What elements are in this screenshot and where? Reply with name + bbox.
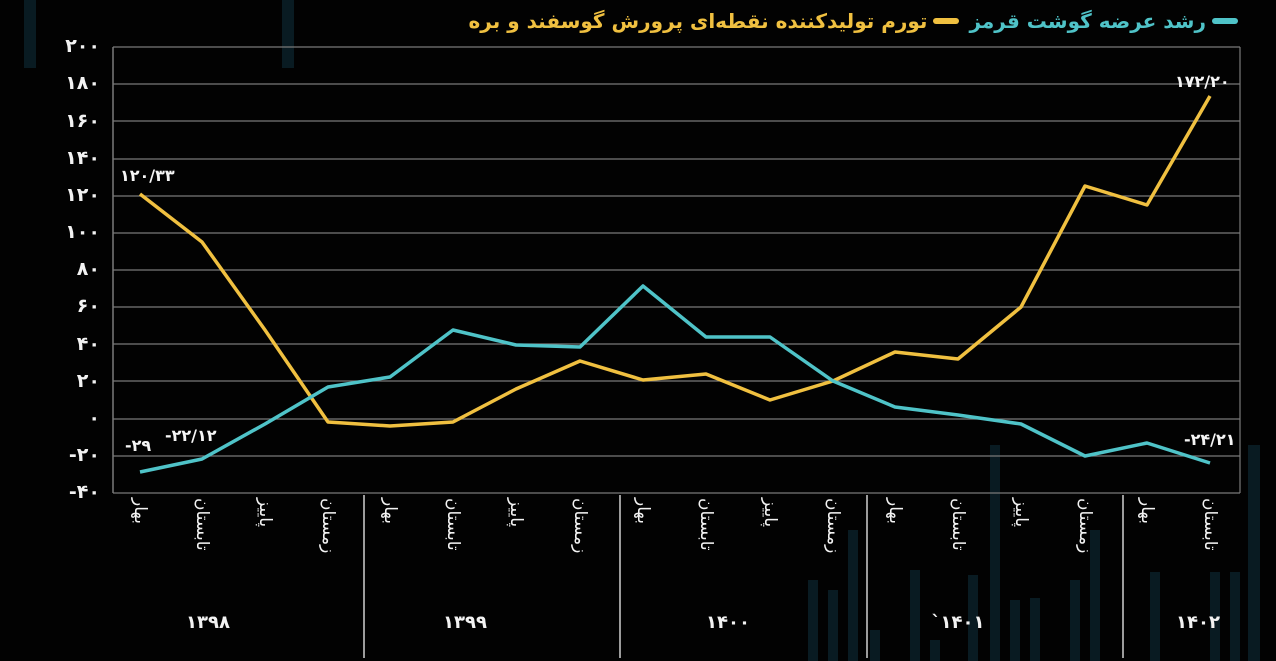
decorative-bar	[1210, 572, 1220, 661]
decorative-bar	[1010, 600, 1020, 661]
annotation-cyan-first: -۲۹	[125, 436, 152, 455]
x-label-season: زمستان	[823, 498, 843, 554]
x-label-season: بهار	[130, 498, 150, 524]
legend-item-producer-inflation: تورم تولیدکننده نقطه‌ای پرورش گوسفند و ب…	[469, 9, 960, 33]
decorative-bar	[1070, 580, 1080, 661]
y-tick: ۸۰	[76, 258, 100, 280]
y-tick: -۲۰	[68, 444, 100, 466]
annotation-cyan-last: -۲۴/۲۱	[1184, 430, 1236, 449]
x-label-year: ۱۳۹۸	[186, 612, 230, 633]
y-tick: ۲۰۰	[65, 35, 100, 57]
y-tick: ۱۰۰	[65, 221, 100, 243]
y-tick: ۱۲۰	[65, 184, 100, 206]
decorative-bar	[808, 580, 818, 661]
annotation-cyan-second: -۲۲/۱۲	[165, 426, 217, 445]
y-tick: ۱۸۰	[65, 72, 100, 94]
annotation-yellow-last: ۱۷۲/۲۰	[1175, 72, 1230, 91]
x-label-season: پاییز	[255, 498, 275, 528]
x-label-season: تابستان	[1200, 498, 1220, 551]
y-tick: ۱۶۰	[65, 110, 100, 132]
decorative-bar	[848, 530, 858, 661]
x-label-year: ۱۳۹۹	[443, 612, 487, 633]
x-label-season: تابستان	[192, 498, 212, 551]
legend-swatch-cyan	[1212, 18, 1238, 24]
decorative-bar	[24, 0, 36, 68]
x-label-season: پاییز	[506, 498, 526, 528]
decorative-bar	[282, 0, 294, 68]
legend-label-producer-inflation: تورم تولیدکننده نقطه‌ای پرورش گوسفند و ب…	[468, 9, 928, 33]
decorative-bar	[870, 630, 880, 661]
y-tick: ۴۰	[76, 333, 100, 355]
x-label-season: تابستان	[948, 498, 968, 551]
decorative-bar	[990, 445, 1000, 661]
decorative-bar	[1090, 530, 1100, 661]
decorative-bar	[1030, 598, 1040, 661]
x-label-season: تابستان	[443, 498, 463, 551]
line-producer-inflation	[138, 95, 1212, 428]
decorative-bar	[828, 590, 838, 661]
x-label-season: بهار	[380, 498, 400, 524]
gridlines	[113, 46, 1240, 494]
y-tick: ۶۰	[76, 295, 100, 317]
decorative-bar	[1230, 572, 1240, 661]
x-label-season: بهار	[1137, 498, 1157, 524]
decorative-bar	[1248, 445, 1260, 661]
y-tick: -۴۰	[68, 481, 100, 503]
year-separators	[363, 495, 1124, 658]
x-label-year: `۱۴۰۱	[931, 612, 985, 633]
x-label-season: زمستان	[1075, 498, 1095, 554]
decorative-bar	[968, 575, 978, 661]
decorative-bar	[910, 570, 920, 661]
annotation-yellow-first: ۱۲۰/۳۳	[120, 166, 175, 185]
legend-item-meat-supply: رشد عرضه گوشت قرمز	[969, 9, 1238, 33]
x-label-season: زمستان	[570, 498, 590, 554]
line-meat-supply	[139, 284, 1211, 474]
x-label-season: بهار	[885, 498, 905, 524]
decorative-bar	[1150, 572, 1160, 661]
x-label-season: بهار	[633, 498, 653, 524]
y-tick: ۰	[88, 407, 100, 429]
x-label-year: ۱۴۰۲	[1176, 612, 1220, 633]
legend-label-meat-supply: رشد عرضه گوشت قرمز	[969, 9, 1206, 33]
x-label-season: زمستان	[318, 498, 338, 554]
y-tick: ۱۴۰	[65, 147, 100, 169]
decorative-bar	[930, 640, 940, 661]
x-label-year: ۱۴۰۰	[706, 612, 750, 633]
y-tick: ۲۰	[76, 370, 100, 392]
x-label-season: تابستان	[696, 498, 716, 551]
x-label-season: پاییز	[1011, 498, 1031, 528]
x-label-season: پاییز	[760, 498, 780, 528]
chart-legend: رشد عرضه گوشت قرمز تورم تولیدکننده نقطه‌…	[469, 6, 1238, 36]
legend-swatch-yellow	[933, 18, 960, 24]
